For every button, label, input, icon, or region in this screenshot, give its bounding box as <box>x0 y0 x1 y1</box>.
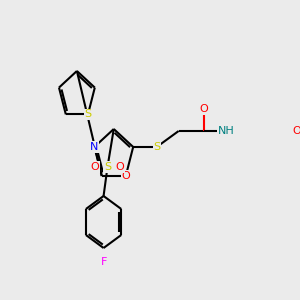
Text: O: O <box>122 171 130 181</box>
Text: NH: NH <box>218 126 234 136</box>
Text: S: S <box>104 162 111 172</box>
Text: F: F <box>100 257 107 267</box>
Text: O: O <box>200 104 208 114</box>
Text: O: O <box>116 162 124 172</box>
Text: O: O <box>91 162 99 172</box>
Text: O: O <box>292 126 300 136</box>
Text: N: N <box>90 142 99 152</box>
Text: S: S <box>84 110 92 119</box>
Text: S: S <box>153 142 160 152</box>
